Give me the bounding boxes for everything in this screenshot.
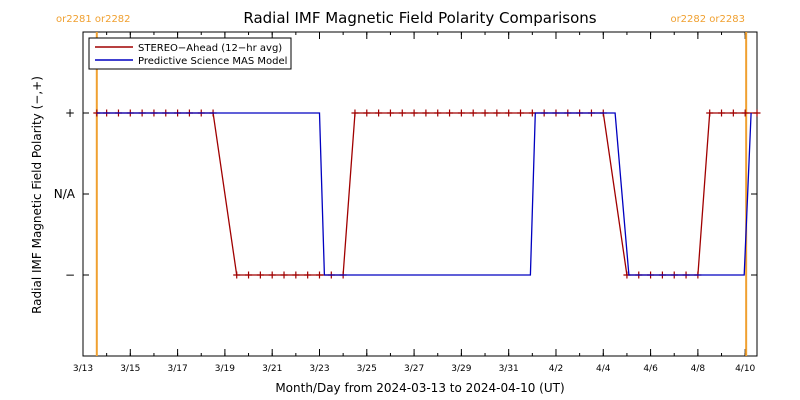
series-group <box>93 109 761 279</box>
data-point <box>351 109 359 117</box>
x-tick-label: 3/17 <box>167 364 187 374</box>
y-tick-label: N/A <box>54 187 76 201</box>
carrington-marker-lines <box>95 32 748 356</box>
legend-box <box>88 37 292 70</box>
x-tick-label: 3/27 <box>404 364 424 374</box>
x-tick-label: 3/25 <box>357 364 377 374</box>
x-tick-label: 4/8 <box>691 364 706 374</box>
data-point <box>729 109 737 117</box>
data-point <box>422 109 430 117</box>
x-tick-label: 3/21 <box>262 364 282 374</box>
legend: STEREO−Ahead (12−hr avg) Predictive Scie… <box>88 37 292 70</box>
data-point <box>363 109 371 117</box>
data-point <box>457 109 465 117</box>
data-point <box>718 109 726 117</box>
data-point <box>481 109 489 117</box>
data-point <box>304 271 312 279</box>
legend-label-mas: Predictive Science MAS Model <box>138 56 287 67</box>
y-tick-label: + <box>65 106 75 120</box>
x-tick-label: 3/15 <box>120 364 140 374</box>
data-point <box>245 271 253 279</box>
x-tick-label: 4/6 <box>643 364 658 374</box>
data-point <box>386 109 394 117</box>
data-point <box>315 271 323 279</box>
data-point <box>753 109 761 117</box>
data-point <box>410 109 418 117</box>
data-point <box>256 271 264 279</box>
data-point <box>505 109 513 117</box>
data-point <box>517 109 525 117</box>
carrington-rotation-label: or2281 or2282 <box>56 14 131 25</box>
chart-title: Radial IMF Magnetic Field Polarity Compa… <box>243 9 596 27</box>
data-point <box>398 109 406 117</box>
y-ticks: + N/A − <box>54 106 757 282</box>
y-axis-label: Radial IMF Magnetic Field Polarity (−,+) <box>30 76 44 314</box>
data-point <box>493 109 501 117</box>
x-tick-label: 3/19 <box>215 364 235 374</box>
data-point <box>292 271 300 279</box>
data-point <box>446 109 454 117</box>
data-point <box>233 271 241 279</box>
x-tick-label: 3/31 <box>499 364 519 374</box>
carrington-marker-labels: or2281 or2282 or2282 or2283 <box>56 14 745 25</box>
x-tick-label: 4/10 <box>735 364 755 374</box>
x-tick-label: 3/13 <box>73 364 93 374</box>
x-tick-label: 4/2 <box>549 364 563 374</box>
x-tick-label: 4/4 <box>596 364 611 374</box>
data-point <box>280 271 288 279</box>
x-tick-label: 3/23 <box>309 364 329 374</box>
series-line-0 <box>96 112 757 276</box>
series-line-1 <box>96 112 752 276</box>
x-tick-label: 3/29 <box>451 364 471 374</box>
y-tick-label: − <box>65 268 75 282</box>
data-point <box>268 271 276 279</box>
x-ticks: 3/13 3/15 3/17 3/19 3/21 3/23 3/25 3/27 3/29 3/31… <box>73 32 756 374</box>
data-point <box>469 109 477 117</box>
data-point <box>741 109 749 117</box>
x-axis-label: Month/Day from 2024-03-13 to 2024-04-10 … <box>275 381 564 395</box>
carrington-rotation-label: or2282 or2283 <box>670 14 745 25</box>
legend-label-stereo: STEREO−Ahead (12−hr avg) <box>138 43 282 54</box>
data-point <box>706 109 714 117</box>
plot-frame <box>82 31 758 357</box>
data-point <box>434 109 442 117</box>
data-point <box>375 109 383 117</box>
